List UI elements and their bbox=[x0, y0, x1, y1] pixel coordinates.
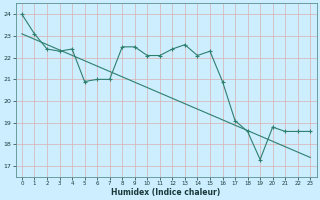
X-axis label: Humidex (Indice chaleur): Humidex (Indice chaleur) bbox=[111, 188, 221, 197]
